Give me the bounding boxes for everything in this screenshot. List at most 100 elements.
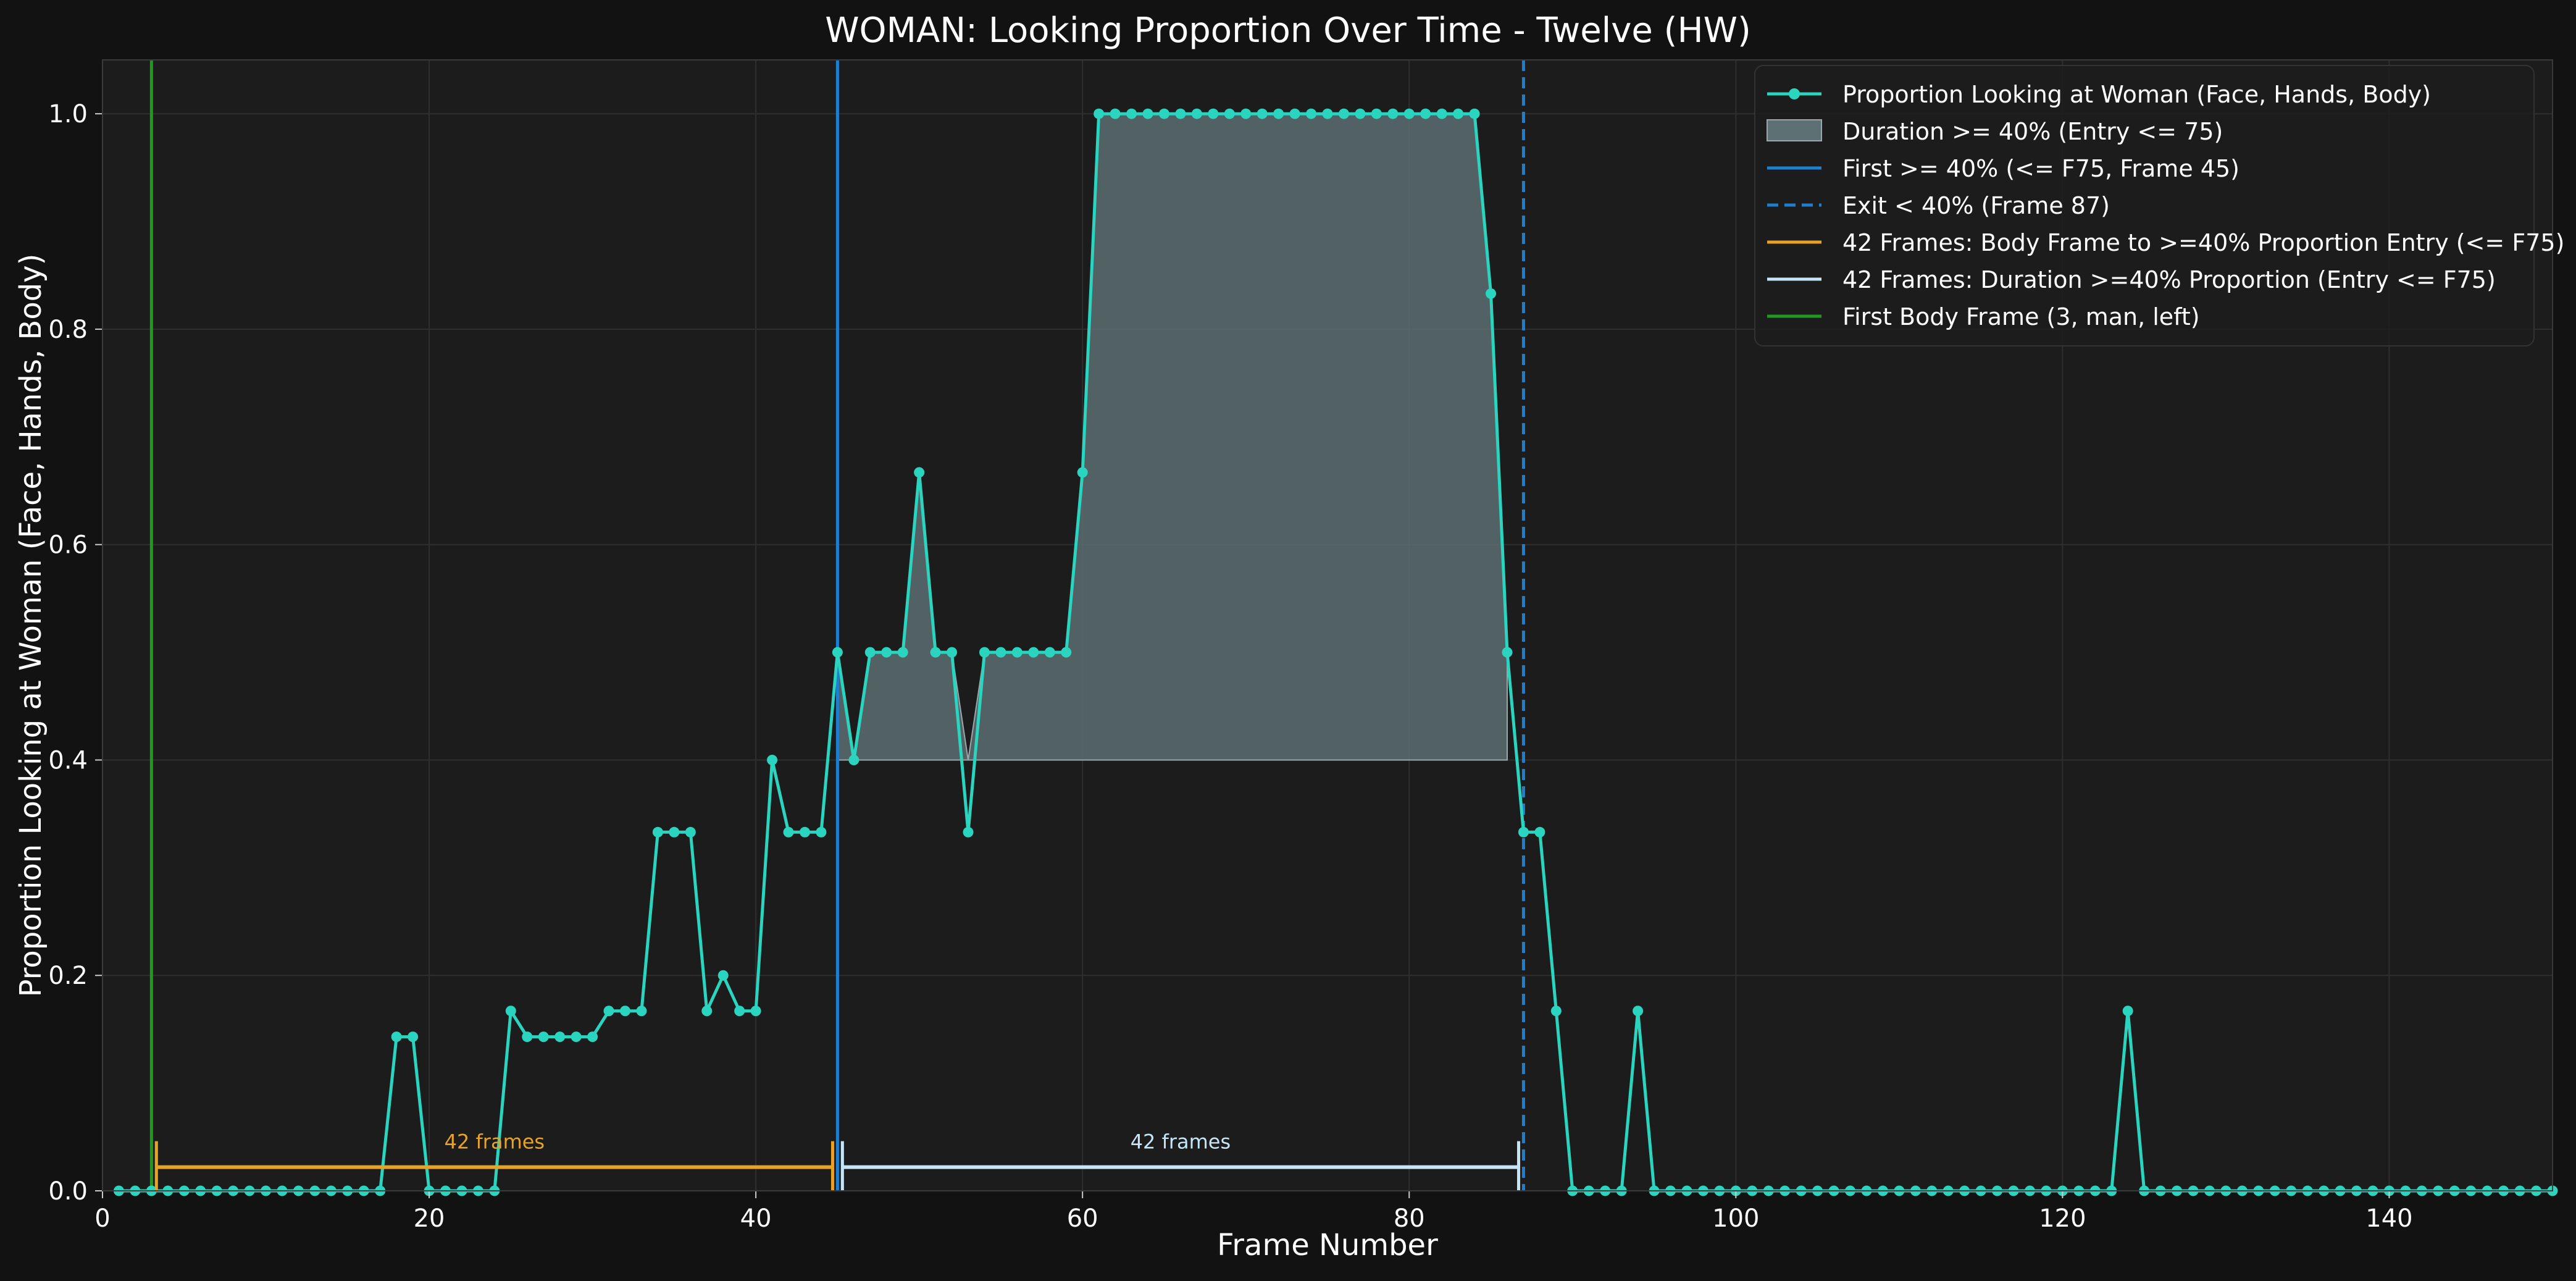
- data-point: [1142, 108, 1153, 119]
- data-point: [1289, 108, 1300, 119]
- legend-marker: [1789, 88, 1800, 99]
- data-point: [2122, 1006, 2133, 1017]
- data-point: [1420, 108, 1431, 119]
- vline-layer: [149, 60, 1525, 1191]
- data-point: [1469, 108, 1480, 119]
- axes-layer: 0 20 40 60 80 100 120 140 0.0 0.2 0.4 0.6 0.8 1.0: [48, 59, 2553, 1233]
- data-point: [505, 1006, 516, 1017]
- data-point: [1436, 108, 1447, 119]
- y-tick-label: 0.0: [48, 1177, 88, 1206]
- data-point: [587, 1031, 598, 1043]
- data-point: [1126, 108, 1137, 119]
- legend-swatch: [1767, 119, 1822, 141]
- legend-label: 42 Frames: Body Frame to >=40% Proportio…: [1842, 229, 2564, 256]
- y-tick-label: 0.2: [48, 962, 88, 990]
- span-layer: 42 frames 42 frames: [154, 1130, 1521, 1191]
- data-point: [1011, 647, 1022, 658]
- y-axis-label: Proportion Looking at Woman (Face, Hands…: [14, 254, 48, 998]
- chart-title: WOMAN: Looking Proportion Over Time - Tw…: [825, 10, 1751, 51]
- data-point: [1322, 108, 1333, 119]
- legend-label: First Body Frame (3, man, left): [1842, 303, 2200, 330]
- data-point: [1338, 108, 1349, 119]
- data-point: [636, 1006, 647, 1017]
- data-point: [1371, 108, 1382, 119]
- x-tick-label: 120: [2039, 1204, 2086, 1233]
- data-point: [1486, 288, 1497, 299]
- x-tick-label: 60: [1067, 1204, 1098, 1233]
- data-point: [750, 1006, 761, 1017]
- data-point: [522, 1031, 533, 1043]
- data-point: [963, 826, 974, 838]
- legend: Proportion Looking at Woman (Face, Hands…: [1754, 65, 2564, 346]
- data-point: [603, 1006, 614, 1017]
- data-point: [1534, 826, 1545, 838]
- data-point: [1306, 108, 1317, 119]
- data-point: [1208, 108, 1219, 119]
- data-point: [995, 647, 1006, 658]
- legend-label: Exit < 40% (Frame 87): [1842, 192, 2110, 219]
- legend-label: Duration >= 40% (Entry <= 75): [1842, 118, 2223, 145]
- data-point: [1175, 108, 1186, 119]
- data-point: [391, 1031, 402, 1043]
- data-point: [1158, 108, 1169, 119]
- data-point: [408, 1031, 419, 1043]
- data-point: [848, 754, 859, 765]
- data-point: [1094, 108, 1105, 119]
- data-point: [864, 647, 876, 658]
- data-point: [930, 647, 941, 658]
- data-point: [717, 970, 729, 981]
- data-point: [538, 1031, 549, 1043]
- x-axis-label: Frame Number: [1217, 1228, 1438, 1262]
- data-point: [571, 1031, 582, 1043]
- data-point: [685, 826, 696, 838]
- data-point: [979, 647, 990, 658]
- data-point: [701, 1006, 713, 1017]
- data-point: [1240, 108, 1252, 119]
- x-tick-label: 100: [1712, 1204, 1759, 1233]
- data-point: [897, 647, 908, 658]
- data-point: [1355, 108, 1366, 119]
- data-point: [1273, 108, 1284, 119]
- data-point: [1387, 108, 1399, 119]
- data-point: [1550, 1006, 1562, 1017]
- data-point: [1077, 467, 1088, 478]
- data-point: [1403, 108, 1415, 119]
- data-point: [783, 826, 794, 838]
- data-point: [1191, 108, 1202, 119]
- legend-label: 42 Frames: Duration >=40% Proportion (En…: [1842, 266, 2496, 293]
- y-tick-label: 0.6: [48, 531, 88, 560]
- data-point: [799, 826, 810, 838]
- y-tick-label: 0.8: [48, 316, 88, 344]
- data-point: [1257, 108, 1268, 119]
- x-tick-label: 0: [94, 1204, 110, 1233]
- x-tick-label: 140: [2365, 1204, 2412, 1233]
- data-point: [734, 1006, 745, 1017]
- data-point: [816, 826, 827, 838]
- x-tick-label: 20: [414, 1204, 445, 1233]
- data-point: [1044, 647, 1055, 658]
- data-point: [554, 1031, 566, 1043]
- y-tick-label: 1.0: [48, 100, 88, 128]
- data-point: [1518, 826, 1529, 838]
- x-tick-label: 80: [1394, 1204, 1425, 1233]
- y-tick-label: 0.4: [48, 746, 88, 775]
- span-label: 42 frames: [445, 1130, 545, 1154]
- data-point: [1502, 647, 1513, 658]
- data-point: [1110, 108, 1121, 119]
- x-tick-label: 40: [740, 1204, 772, 1233]
- data-point: [914, 467, 925, 478]
- data-point: [1633, 1006, 1644, 1017]
- legend-label: Proportion Looking at Woman (Face, Hands…: [1842, 81, 2431, 108]
- data-point: [620, 1006, 631, 1017]
- data-point: [1453, 108, 1464, 119]
- data-point: [669, 826, 680, 838]
- data-point: [881, 647, 892, 658]
- legend-box: [1754, 65, 2535, 346]
- data-point: [1061, 647, 1072, 658]
- data-point: [1224, 108, 1235, 119]
- data-point: [947, 647, 958, 658]
- span-label: 42 frames: [1131, 1130, 1231, 1154]
- plot-frame: [102, 59, 2553, 1191]
- data-point: [1028, 647, 1039, 658]
